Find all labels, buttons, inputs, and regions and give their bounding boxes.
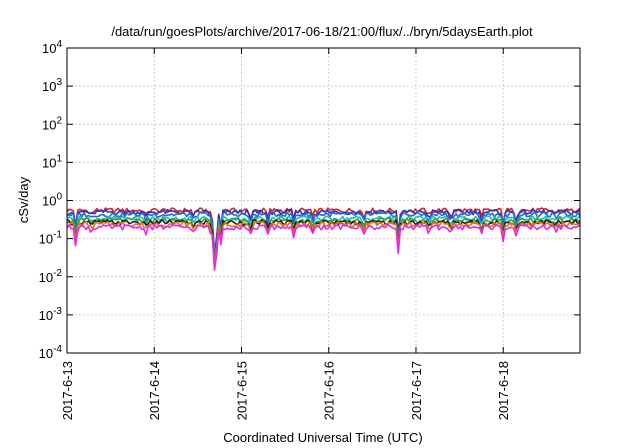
x-tick-label: 2017-6-15 bbox=[234, 361, 249, 420]
y-tick-labels: 104 103 102 101 100 10-1 10-2 10-3 10-4 bbox=[39, 39, 63, 361]
ticks bbox=[66, 47, 580, 354]
x-tick-labels: 2017-6-13 2017-6-14 2017-6-15 2017-6-16 2017… bbox=[60, 361, 511, 420]
x-tick-label: 2017-6-17 bbox=[409, 361, 424, 420]
y-tick-label: 102 bbox=[42, 115, 62, 132]
series-line bbox=[66, 208, 581, 255]
grid bbox=[67, 48, 580, 353]
series-layer bbox=[66, 207, 581, 271]
x-tick-label: 2017-6-13 bbox=[60, 361, 75, 420]
y-tick-label: 100 bbox=[42, 192, 62, 209]
x-tick-label: 2017-6-16 bbox=[322, 361, 337, 420]
y-tick-label: 10-2 bbox=[39, 268, 63, 285]
y-tick-label: 10-3 bbox=[39, 306, 63, 323]
y-tick-label: 103 bbox=[42, 77, 62, 94]
y-tick-label: 101 bbox=[42, 153, 62, 170]
series-line bbox=[66, 224, 581, 271]
x-tick-label: 2017-6-18 bbox=[496, 361, 511, 420]
series-line bbox=[66, 219, 581, 268]
y-axis-label: cSv/day bbox=[16, 176, 31, 223]
chart-title: /data/run/goesPlots/archive/2017-06-18/2… bbox=[111, 24, 533, 39]
y-tick-label: 104 bbox=[42, 39, 62, 56]
series-line bbox=[66, 221, 581, 266]
y-tick-label: 10-1 bbox=[39, 230, 63, 247]
x-tick-label: 2017-6-14 bbox=[147, 361, 162, 420]
y-tick-label: 10-4 bbox=[39, 344, 63, 361]
x-axis-label: Coordinated Universal Time (UTC) bbox=[223, 430, 422, 445]
series-line bbox=[66, 215, 581, 261]
